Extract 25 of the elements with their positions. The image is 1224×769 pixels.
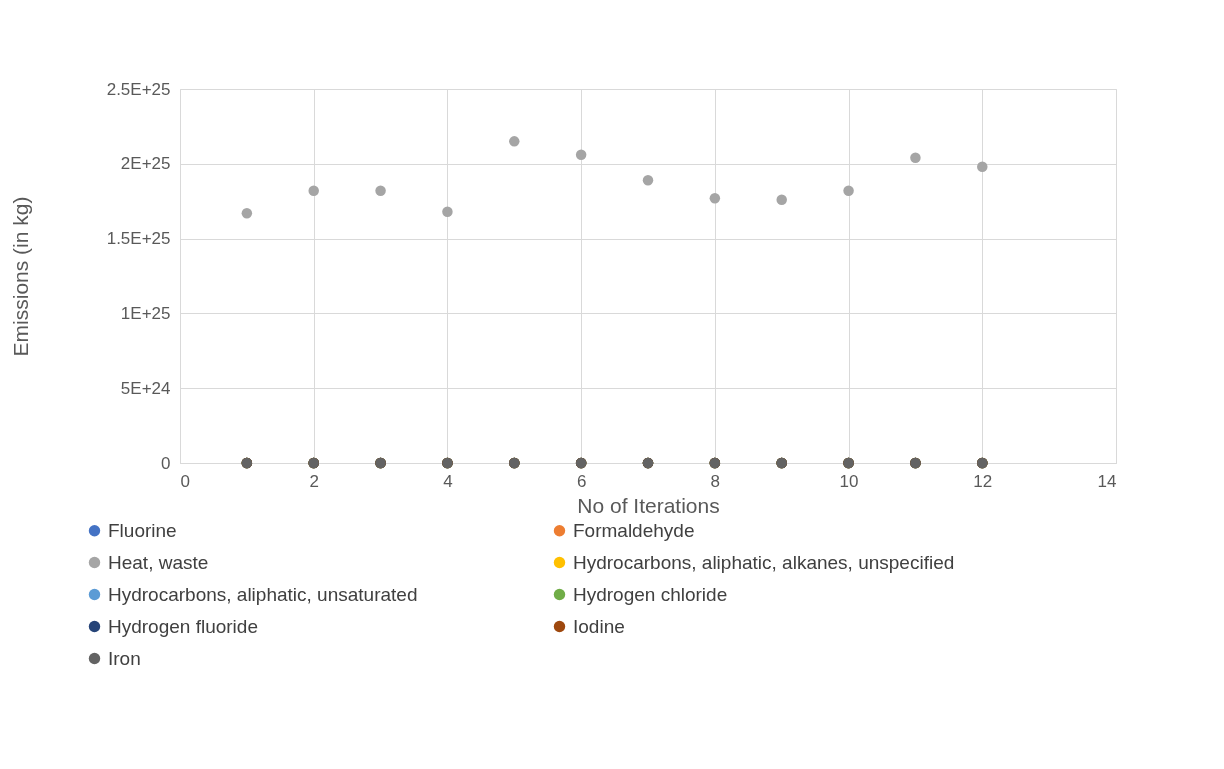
x-tick-label: 4 [443,471,453,491]
legend-label: Hydrocarbons, aliphatic, unsaturated [108,583,418,605]
x-tick-label: 10 [839,471,859,491]
y-tick-label: 2.5E+25 [106,79,171,99]
legend-label: Hydrogen fluoride [108,615,258,637]
legend-label: Iodine [573,615,625,637]
y-tick-label: 1E+25 [120,303,171,323]
x-tick-label: 14 [1097,471,1117,491]
x-axis-title: No of Iterations [577,493,720,517]
y-tick-label: 1.5E+25 [106,229,171,249]
y-tick-label: 5E+24 [120,378,171,398]
y-tick-label: 0 [161,453,171,473]
x-tick-label: 0 [180,471,190,491]
legend-label: Heat, waste [108,551,209,573]
x-tick-label: 2 [309,471,319,491]
legend-label: Fluorine [108,519,177,541]
legend-label: Iron [108,647,141,669]
legend-label: Formaldehyde [573,519,695,541]
y-axis-title: Emissions (in kg) [8,196,32,357]
x-tick-label: 6 [576,471,587,491]
x-tick-label: 12 [973,471,993,491]
y-tick-label: 2E+25 [120,154,171,174]
legend-label: Hydrogen chloride [573,583,728,605]
x-tick-label: 8 [710,471,721,491]
legend-label: Hydrocarbons, aliphatic, alkanes, unspecified [573,551,955,573]
